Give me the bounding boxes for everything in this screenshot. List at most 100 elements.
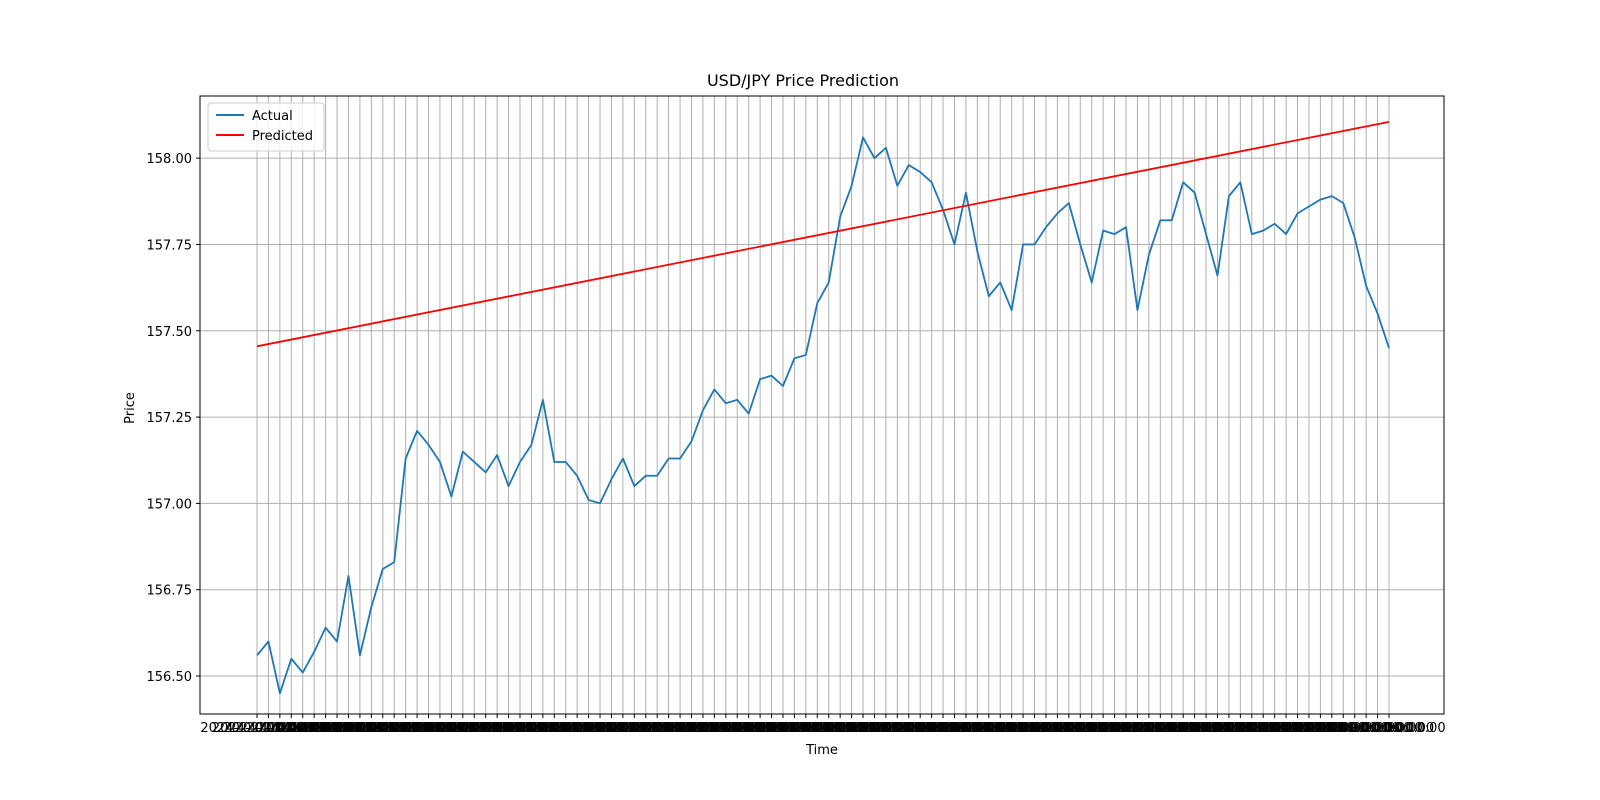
x-tick-label: 2024-… 00:00:00 (418, 721, 531, 736)
x-tick-label: 2024-… 00:00:00 (772, 721, 885, 736)
y-tick-label: 157.50 (147, 325, 193, 340)
chart-title: USD/JPY Price Prediction (707, 71, 899, 90)
y-tick-label: 157.75 (147, 238, 193, 253)
x-tick-label: 2024-… 00:00:00 (1241, 721, 1354, 736)
x-tick-label: 2024-… 00:00:00 (258, 721, 371, 736)
series-predicted-line (256, 121, 1390, 348)
x-tick-label: 2024-… 00:00:00 (1229, 721, 1342, 736)
y-tick-label: 156.75 (147, 584, 193, 599)
x-tick-label: 2024-… 00:00:00 (932, 721, 1045, 736)
x-tick-label: 2024-… 00:00:00 (498, 721, 611, 736)
x-tick-label: 2024-… 00:00:00 (1104, 721, 1217, 736)
x-tick-label: 2024-… 00:00:00 (1149, 721, 1262, 736)
x-tick-label: 2024-… 00:00:00 (360, 721, 473, 736)
x-tick-label: 2024-… 00:00:00 (681, 721, 794, 736)
x-tick-label: 2024-… 00:00:00 (726, 721, 839, 736)
x-tick-label: 2024-… 00:00:00 (452, 721, 565, 736)
series-layer (256, 121, 1390, 695)
x-tick-label: 2024-… 00:00:00 (1081, 721, 1194, 736)
x-tick-label: 2024-… 00:00:00 (1264, 721, 1377, 736)
y-tick-label: 156.50 (147, 670, 193, 685)
x-tick-label: 2024-… 00:00:00 (692, 721, 805, 736)
x-tick-label: 2024-… 00:00:00 (200, 721, 313, 736)
x-axis-label: Time (805, 743, 838, 758)
x-tick-label: 2024-… 00:00:00 (921, 721, 1034, 736)
x-tick-label: 2024-… 00:00:00 (1138, 721, 1251, 736)
x-tick-label: 2024-… 00:00:00 (543, 721, 656, 736)
x-tick-label: 2024-… 00:00:00 (463, 721, 576, 736)
x-tick-label: 2024-… 00:00:00 (1195, 721, 1308, 736)
x-tick-label: 2024-… 00:00:00 (1309, 721, 1422, 736)
legend: Actual Predicted (207, 102, 325, 152)
y-axis: 156.50 156.75 157.00 157.25 157.50 157.75 158.… (147, 152, 200, 685)
legend-label-actual: Actual (252, 109, 293, 124)
x-tick-label: 2024-… 00:00:00 (1332, 721, 1445, 736)
x-tick-label: 2024-… 00:00:00 (623, 721, 736, 736)
x-tick-label: 2024-… 00:00:00 (795, 721, 908, 736)
x-tick-label: 2024-… 00:00:00 (635, 721, 748, 736)
x-tick-label: 2024-… 00:00:00 (1127, 721, 1240, 736)
x-tick-label: 2024-… 00:00:00 (521, 721, 634, 736)
x-tick-label: 2024-… 00:00:00 (1298, 721, 1411, 736)
x-tick-label: 2024-… 00:00:00 (898, 721, 1011, 736)
x-tick-label: 2024-… 00:00:00 (532, 721, 645, 736)
x-tick-label: 2024-… 00:00:00 (1115, 721, 1228, 736)
x-tick-label: 2024-… 00:00:00 (440, 721, 553, 736)
x-tick-label: 2024-… 00:00:00 (315, 721, 428, 736)
x-tick-label: 2024-… 00:00:00 (875, 721, 988, 736)
x-tick-label: 2024-… 00:00:00 (578, 721, 691, 736)
legend-label-predicted: Predicted (252, 129, 313, 144)
x-tick-label: 2024-… 00:00:00 (658, 721, 771, 736)
x-tick-label: 2024-… 00:00:00 (1321, 721, 1434, 736)
x-tick-label: 2024-… 00:00:00 (646, 721, 759, 736)
x-tick-label: 2024-… 00:00:00 (235, 721, 348, 736)
x-tick-label: 2024-… 00:00:00 (978, 721, 1091, 736)
x-tick-label: 2024-… 00:00:00 (475, 721, 588, 736)
y-tick-label: 158.00 (147, 152, 193, 167)
y-tick-label: 157.00 (147, 497, 193, 512)
x-tick-label: 2024-… 00:00:00 (566, 721, 679, 736)
plot-area-frame (199, 95, 1445, 715)
x-tick-label: 2024-… 00:00:00 (1069, 721, 1182, 736)
x-tick-label: 2024-… 00:00:00 (1252, 721, 1365, 736)
x-tick-label: 2024-… 00:00:00 (886, 721, 999, 736)
x-tick-label: 2024-… 00:00:00 (715, 721, 828, 736)
x-tick-label: 2024-… 00:00:00 (1024, 721, 1137, 736)
x-tick-label: 2024-… 00:00:00 (1092, 721, 1205, 736)
x-tick-label: 2024-… 00:00:00 (1001, 721, 1114, 736)
x-tick-label: 2024-… 00:00:00 (1035, 721, 1148, 736)
x-tick-label: 2024-… 00:00:00 (784, 721, 897, 736)
x-tick-label: 2024-… 00:00:00 (303, 721, 416, 736)
x-tick-label: 2024-… 00:00:00 (1058, 721, 1171, 736)
x-tick-label: 2024-… 00:00:00 (944, 721, 1057, 736)
x-tick-label: 2024-… 00:00:00 (1218, 721, 1331, 736)
x-tick-label: 2024-… 00:00:00 (703, 721, 816, 736)
y-tick-label: 157.25 (147, 411, 193, 426)
x-tick-label: 2024-… 00:00:00 (909, 721, 1022, 736)
x-tick-label: 2024-… 00:00:00 (292, 721, 405, 736)
x-tick-label: 2024-… 00:00:00 (269, 721, 382, 736)
x-tick-label: 2024-… 00:00:00 (1184, 721, 1297, 736)
x-tick-label: 2024-… 00:00:00 (669, 721, 782, 736)
x-tick-label: 2024-… 00:00:00 (1287, 721, 1400, 736)
x-tick-label: 2024-… 00:00:00 (246, 721, 359, 736)
x-tick-label: 2024-… 00:00:00 (1172, 721, 1285, 736)
x-tick-label: 2024-… 00:00:00 (806, 721, 919, 736)
x-tick-label: 2024-… 00:00:00 (372, 721, 485, 736)
x-tick-label: 2024-… 00:00:00 (1207, 721, 1320, 736)
x-tick-label: 2024-… 00:00:00 (1012, 721, 1125, 736)
x-tick-label: 2024-… 00:00:00 (338, 721, 451, 736)
series-actual-line (256, 136, 1390, 695)
x-tick-label: 2024-… 00:00:00 (555, 721, 668, 736)
x-tick-label: 2024-… 00:00:00 (1161, 721, 1274, 736)
x-tick-label: 2024-… 00:00:00 (738, 721, 851, 736)
x-tick-label: 2024-… 00:00:00 (852, 721, 965, 736)
x-tick-label: 2024-… 00:00:00 (966, 721, 1079, 736)
x-tick-label: 2024-… 00:00:00 (761, 721, 874, 736)
x-tick-label: 2024-… 00:00:00 (818, 721, 931, 736)
x-tick-label: 2024-… 00:00:00 (223, 721, 336, 736)
x-tick-label: 2024-… 00:00:00 (1046, 721, 1159, 736)
x-tick-label: 2024-… 00:00:00 (612, 721, 725, 736)
x-tick-label: 2024-… 00:00:00 (486, 721, 599, 736)
